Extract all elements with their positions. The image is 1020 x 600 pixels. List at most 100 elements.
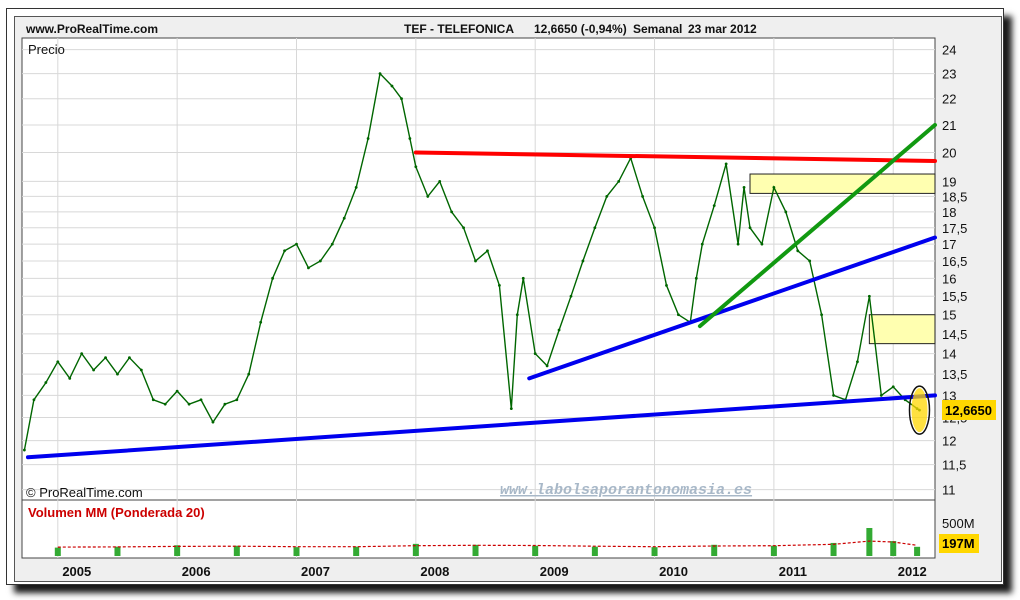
green-trendline	[697, 122, 937, 329]
x-tick-label: 2009	[540, 564, 569, 579]
price-point	[187, 402, 191, 406]
volume-bar	[711, 544, 718, 556]
price-point	[92, 368, 96, 372]
current-price-marker-outline	[908, 385, 931, 435]
price-point	[211, 420, 215, 424]
resistance-zone	[868, 314, 936, 345]
price-point	[247, 372, 251, 376]
price-point	[400, 97, 403, 101]
price-point	[307, 266, 310, 270]
price-point	[784, 210, 788, 214]
y-tick-label: 11	[942, 483, 956, 498]
quote-label: 12,6650 (-0,94%)	[534, 22, 627, 36]
price-point	[128, 356, 131, 360]
price-point	[390, 84, 394, 88]
y-tick-label: 17	[942, 237, 956, 252]
price-point	[283, 249, 286, 253]
price-point	[617, 179, 621, 183]
volume-bar	[54, 547, 61, 556]
volume-bar	[770, 545, 777, 556]
y-tick-label: 16	[942, 271, 956, 286]
price-point	[545, 364, 549, 368]
price-point	[867, 294, 871, 298]
price-point	[175, 389, 179, 393]
volume-bar	[830, 542, 837, 556]
price-point	[318, 259, 322, 263]
volume-panel-title: Volumen MM (Ponderada 20)	[28, 505, 205, 520]
price-point	[772, 185, 776, 189]
volume-bar	[651, 547, 658, 556]
price-point	[104, 356, 107, 360]
price-point	[56, 360, 60, 364]
y-tick-label: 21	[942, 118, 956, 133]
price-point	[80, 352, 84, 356]
volume-bar	[890, 541, 897, 556]
price-point	[808, 259, 812, 263]
y-tick-label: 17,5	[942, 221, 967, 236]
price-point	[736, 242, 740, 246]
y-tick-label: 14,5	[942, 327, 967, 342]
price-point	[235, 398, 239, 402]
price-point	[366, 137, 370, 140]
price-point	[653, 226, 656, 230]
price-point	[521, 276, 525, 280]
price-point	[486, 249, 489, 253]
price-point	[259, 320, 263, 324]
y-tick-label: 20	[942, 145, 956, 160]
x-tick-label: 2008	[420, 564, 449, 579]
price-point	[820, 313, 824, 317]
price-point	[354, 185, 358, 189]
price-point	[856, 360, 859, 364]
y-tick-label: 11,5	[942, 458, 966, 473]
price-point	[199, 398, 203, 402]
price-point	[891, 385, 895, 389]
price-point	[378, 72, 382, 76]
price-point	[742, 185, 746, 189]
y-tick-label: 14	[942, 347, 956, 362]
price-point	[879, 394, 883, 397]
blue-trendline	[25, 393, 937, 460]
price-point	[533, 352, 537, 356]
volume-bar	[866, 528, 873, 556]
volume-bar	[412, 543, 419, 556]
price-point	[342, 216, 346, 220]
price-point	[462, 226, 465, 230]
price-point	[223, 402, 227, 406]
price-current-badge	[942, 400, 996, 420]
price-plot-area	[21, 37, 936, 501]
period-label: Semanal	[633, 22, 683, 36]
price-point	[593, 226, 597, 230]
red-trendline	[413, 150, 937, 163]
current-price-marker	[911, 388, 928, 433]
y-tick-label: 13,5	[942, 367, 967, 382]
volume-current-label: 197M	[942, 536, 975, 551]
y-tick-label: 12	[942, 434, 956, 449]
price-point	[44, 381, 48, 384]
price-point	[700, 242, 704, 246]
volume-bar	[532, 545, 539, 556]
price-point	[32, 398, 36, 402]
x-tick-label: 2005	[62, 564, 91, 579]
price-point	[641, 195, 645, 198]
price-point	[139, 368, 143, 372]
price-point	[163, 402, 167, 406]
y-tick-label: 19	[942, 174, 956, 189]
y-tick-label: 16,5	[942, 254, 967, 269]
volume-bar	[233, 545, 240, 556]
y-tick-label: 23	[942, 67, 956, 82]
volume-bar	[353, 546, 360, 556]
price-point	[497, 284, 501, 287]
price-point	[832, 394, 835, 397]
price-point	[330, 242, 334, 246]
price-point	[569, 294, 573, 298]
price-point	[515, 313, 519, 317]
price-point	[796, 249, 800, 253]
price-point	[408, 137, 412, 140]
price-point	[712, 204, 716, 208]
y-tick-label: 22	[942, 92, 956, 107]
x-tick-label: 2007	[301, 564, 330, 579]
price-point	[605, 195, 609, 198]
price-point	[557, 328, 561, 332]
price-point	[450, 210, 454, 214]
